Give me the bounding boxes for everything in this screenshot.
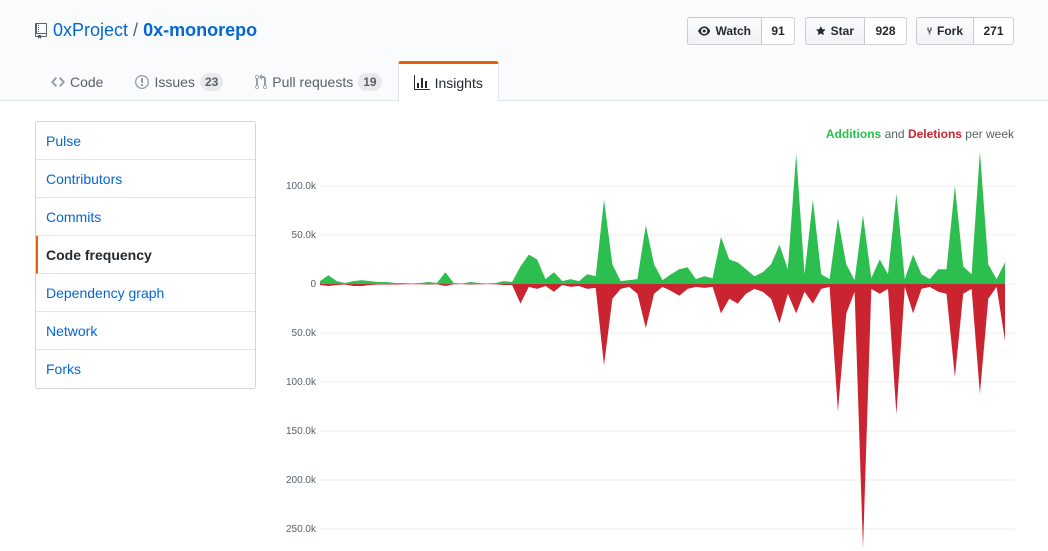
repo-name-link[interactable]: 0x-monorepo [143,20,258,40]
tab-insights-label: Insights [434,74,483,91]
watch-label: Watch [715,24,751,38]
issues-counter: 23 [199,73,224,91]
y-tick-label: 150.0k [286,426,317,437]
star-group: Star 928 [805,17,907,45]
path-separator: / [133,20,139,40]
legend-and: and [884,127,905,141]
y-tick-label: 50.0k [292,230,317,241]
menu-item-dependency-graph[interactable]: Dependency graph [36,274,255,312]
menu-item-commits[interactable]: Commits [36,198,255,236]
fork-label: Fork [936,24,963,38]
star-icon [816,26,826,36]
y-tick-label: 0 [310,279,316,290]
watch-count[interactable]: 91 [762,17,795,45]
repo-title: 0xProject / 0x-monorepo [35,20,257,41]
tab-code-label: Code [70,74,104,90]
watch-button[interactable]: Watch [687,17,762,45]
fork-group: Fork 271 [916,17,1014,45]
fork-count[interactable]: 271 [974,17,1014,45]
star-label: Star [830,24,854,38]
legend-suffix: per week [965,127,1014,141]
menu-item-code-frequency[interactable]: Code frequency [36,236,255,274]
tab-pull-requests[interactable]: Pull requests 19 [239,61,397,101]
insights-menu: Pulse Contributors Commits Code frequenc… [35,121,256,389]
graph-icon [413,74,430,90]
issue-opened-icon [135,75,150,89]
tab-issues[interactable]: Issues 23 [119,61,239,101]
repo-nav: Code Issues 23 Pull requests 19 Insights [35,61,499,102]
tab-pull-requests-label: Pull requests [272,74,354,90]
code-icon [51,77,65,87]
deletions-area [320,284,1005,549]
tab-insights[interactable]: Insights [397,61,499,102]
tab-code[interactable]: Code [35,61,119,101]
watch-group: Watch 91 [687,17,795,45]
y-tick-label: 100.0k [286,181,317,192]
repo-forked-icon [927,27,932,35]
y-tick-label: 50.0k [292,328,317,339]
chart-legend: Additions and Deletions per week [826,127,1014,141]
fork-button[interactable]: Fork [916,17,974,45]
additions-area [320,151,1005,284]
menu-item-forks[interactable]: Forks [46,361,81,377]
code-frequency-chart: 100.0k 50.0k 0 50.0k 100.0k 150.0k 200.0k 250.0… [286,151,1015,549]
eye-icon [698,26,711,36]
menu-item-pulse[interactable]: Pulse [36,122,255,160]
legend-deletions: Deletions [907,127,962,141]
y-tick-label: 100.0k [286,377,317,388]
menu-item-contributors[interactable]: Contributors [36,160,255,198]
y-tick-label: 200.0k [286,475,317,486]
repo-owner-link[interactable]: 0xProject [53,20,129,40]
menu-item-network[interactable]: Network [36,312,255,350]
y-tick-label: 250.0k [286,524,317,535]
tab-issues-label: Issues [154,74,195,90]
repo-icon [35,22,47,39]
legend-additions: Additions [825,127,882,141]
repo-header: 0xProject / 0x-monorepo Watch 91 Star 92… [0,0,1048,102]
star-count[interactable]: 928 [865,17,907,45]
star-button[interactable]: Star [805,17,865,45]
git-pull-request-icon [255,74,268,90]
pull-requests-counter: 19 [358,73,382,91]
